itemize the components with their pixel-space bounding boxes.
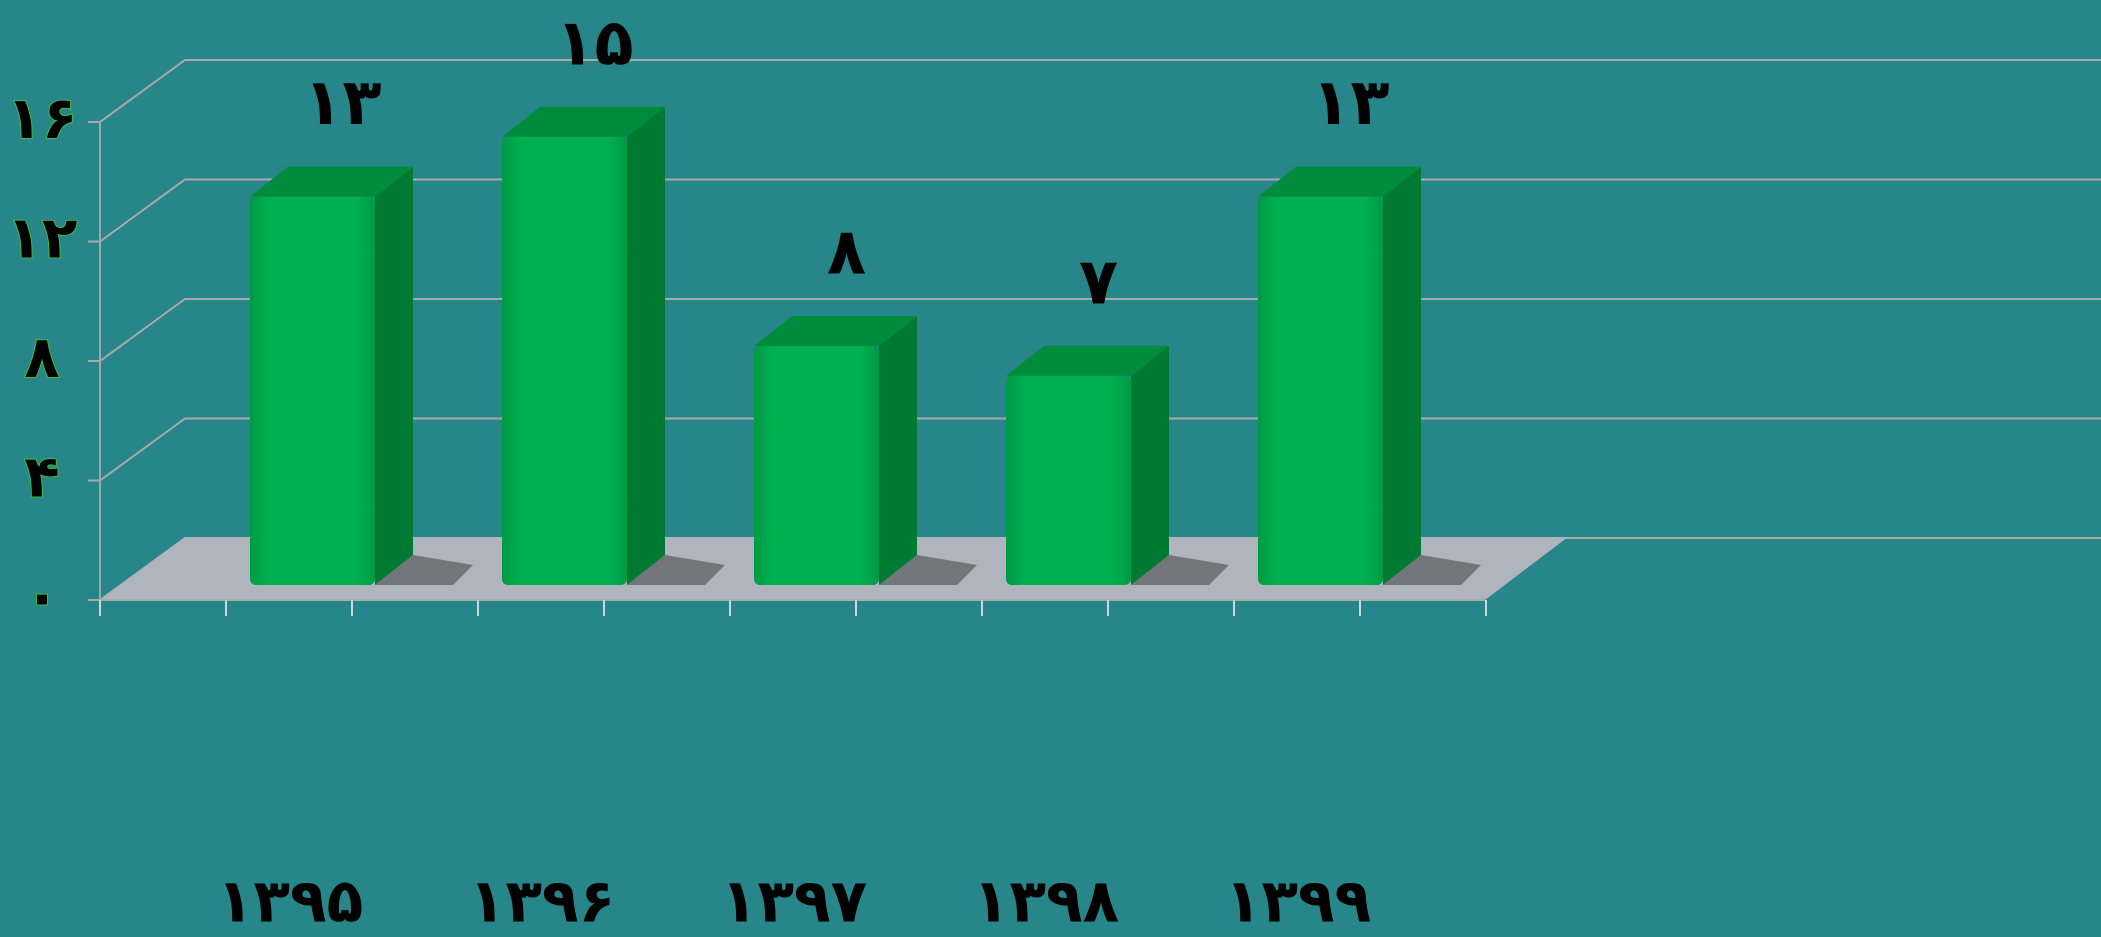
bar-top (502, 106, 665, 137)
y-tick-label: ۰ (24, 562, 59, 630)
bar (1258, 196, 1383, 585)
bar-shadow (375, 555, 473, 585)
y-tick-label: ۱۶ (7, 84, 78, 152)
y-tick-label: ۸ (24, 323, 59, 391)
x-tick-label: ۱۳۹۷ (721, 867, 867, 937)
value-label: ۱۵ (555, 6, 633, 80)
x-tick-label: ۱۳۹۵ (217, 867, 363, 937)
y-tick-label: ۴ (24, 443, 59, 511)
bar-top (1258, 166, 1421, 197)
bar-side (627, 106, 665, 585)
bar-shadow (879, 555, 977, 585)
bar-side (375, 166, 413, 585)
grid-line (99, 417, 2101, 482)
bar (754, 346, 879, 585)
bar-top (250, 166, 413, 197)
y-tick-label: ۱۲ (7, 204, 78, 272)
value-label: ۱۳ (303, 66, 381, 140)
bar (1006, 375, 1131, 585)
bar (250, 196, 375, 585)
grid-line (99, 178, 2101, 243)
bar-top (754, 316, 917, 346)
x-tick-label: ۱۳۹۸ (973, 867, 1119, 937)
bar-shadow (1383, 555, 1481, 585)
bar (502, 136, 627, 585)
grid-line (99, 59, 2101, 123)
bar-side (1131, 345, 1169, 585)
x-tick-label: ۱۳۹۶ (469, 867, 615, 937)
bar-side (1383, 166, 1421, 585)
bar-top (1006, 345, 1169, 376)
value-label: ۷ (1079, 245, 1118, 319)
grid-line (99, 298, 2101, 362)
bar-shadow (627, 555, 725, 585)
bar-side (879, 316, 917, 585)
value-label: ۸ (827, 216, 866, 290)
x-tick-label: ۱۳۹۹ (1225, 867, 1371, 937)
value-label: ۱۳ (1311, 66, 1389, 140)
bar-shadow (1131, 555, 1229, 585)
